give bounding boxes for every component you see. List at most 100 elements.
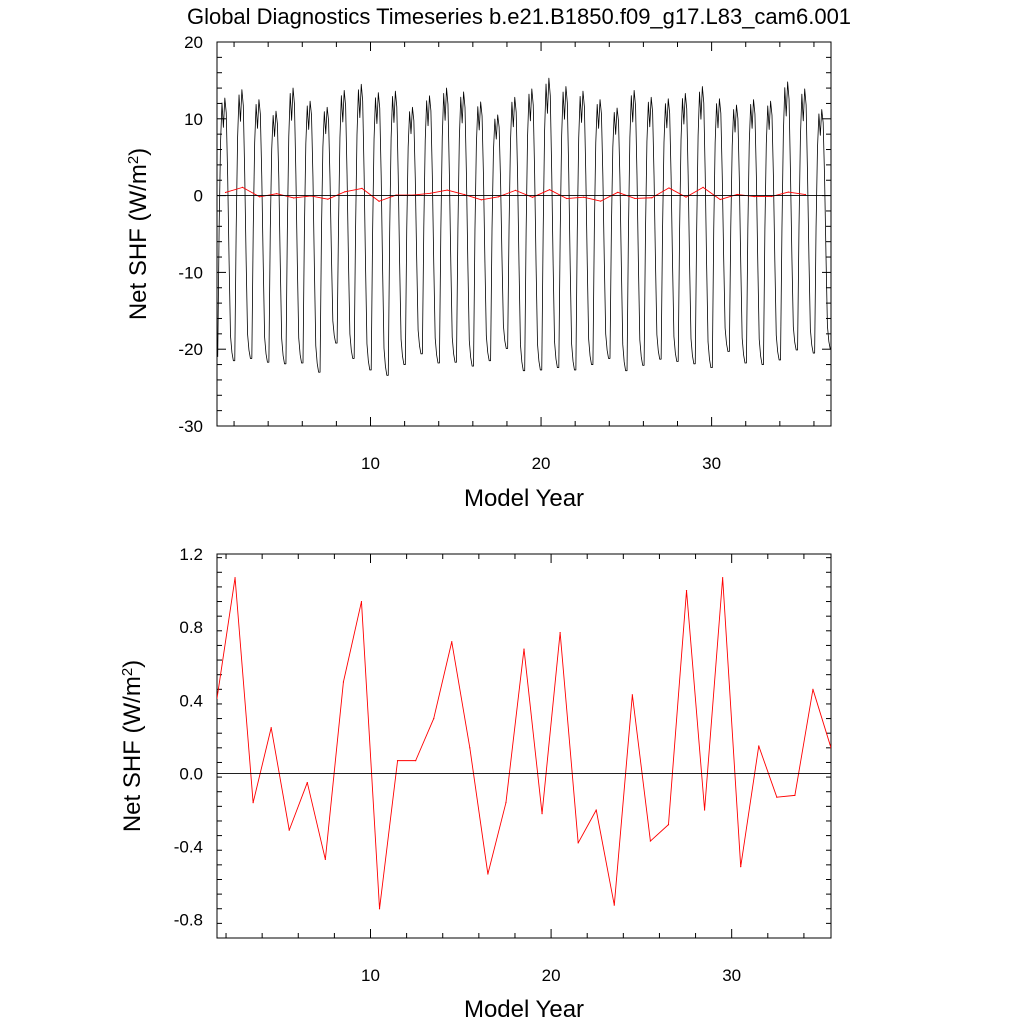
data-point — [649, 840, 652, 842]
data-point — [685, 196, 687, 198]
data-point — [548, 189, 551, 191]
data-point — [429, 192, 431, 194]
y-tick-label: 0.8 — [179, 618, 203, 637]
data-point — [378, 200, 380, 202]
y-axis-label: Net SHF (W/m2) — [125, 148, 153, 320]
data-point — [306, 781, 308, 784]
y-tick-label: 0.0 — [179, 764, 203, 783]
data-point — [736, 193, 738, 196]
data-point — [566, 197, 568, 200]
data-point — [753, 195, 755, 198]
y-tick-label: -0.8 — [174, 911, 203, 930]
series-line-annual — [225, 186, 806, 202]
data-point — [634, 197, 636, 200]
data-point — [667, 824, 670, 826]
data-point — [327, 198, 329, 200]
y-axis-label: Net SHF (W/m2) — [119, 660, 147, 832]
data-point — [523, 648, 525, 650]
data-point — [531, 196, 534, 198]
data-point — [224, 191, 227, 194]
data-point — [702, 186, 704, 188]
data-point — [514, 189, 517, 191]
data-point — [487, 873, 489, 875]
y-tick-label: 0.4 — [179, 691, 203, 710]
x-tick-label: 10 — [361, 966, 380, 985]
data-point — [613, 904, 615, 906]
y-tick-label: -10 — [178, 263, 203, 282]
y-tick-label: -20 — [178, 340, 203, 359]
data-point — [276, 193, 278, 195]
x-tick-label: 20 — [532, 454, 551, 473]
panel-monthly-and-annual: 10 20 30 -30 -20 -10 0 10 20 Model Year Net SHF (W… — [125, 33, 832, 512]
data-point — [446, 189, 448, 191]
data-point — [324, 858, 326, 860]
panel-annual-mean: 10 20 30 -0.8 -0.4 0.0 0.4 0.8 1.2 Model Year Net … — [119, 545, 832, 1023]
y-tick-label: -30 — [178, 417, 203, 436]
chart-title: Global Diagnostics Timeseries b.e21.B185… — [187, 4, 851, 29]
data-point — [270, 727, 272, 729]
data-point — [505, 802, 507, 804]
data-point — [342, 681, 345, 683]
data-point — [830, 747, 831, 749]
x-tick-label: 10 — [361, 454, 380, 473]
data-point — [595, 809, 597, 811]
y-tick-label: 1.2 — [179, 545, 203, 564]
series-line-annual — [217, 577, 831, 910]
data-point — [770, 195, 772, 198]
data-point — [344, 191, 346, 193]
data-point — [776, 796, 778, 798]
data-point — [703, 809, 706, 811]
data-point — [631, 694, 633, 696]
x-tick-label: 20 — [542, 966, 561, 985]
data-point — [668, 187, 670, 189]
data-point — [583, 196, 585, 198]
data-point — [415, 760, 417, 762]
x-tick-label: 30 — [722, 966, 741, 985]
data-point — [812, 688, 814, 690]
series-line-monthly — [217, 77, 831, 376]
plot-area — [217, 577, 831, 910]
data-point — [497, 196, 500, 198]
y-tick-label: 0 — [194, 187, 203, 206]
x-tick-label: 30 — [702, 454, 721, 473]
data-point — [722, 577, 724, 579]
x-axis-label: Model Year — [464, 996, 584, 1023]
data-point — [378, 908, 381, 910]
y-tick-label: 20 — [184, 33, 203, 52]
data-point — [293, 197, 295, 199]
data-point — [617, 191, 619, 193]
data-point — [804, 193, 807, 196]
data-point — [360, 600, 363, 603]
plot-area — [217, 77, 831, 376]
data-point — [463, 193, 465, 196]
data-point — [217, 697, 218, 700]
data-point — [433, 717, 435, 720]
data-point — [685, 589, 688, 592]
x-axis-label: Model Year — [464, 485, 584, 512]
plot-frame — [216, 553, 832, 939]
data-point — [252, 802, 254, 804]
data-point — [361, 187, 363, 189]
data-point — [469, 747, 471, 749]
data-point — [651, 197, 653, 199]
data-point — [288, 829, 290, 831]
y-tick-label: 10 — [184, 110, 203, 129]
data-point — [234, 577, 236, 579]
data-point — [259, 196, 261, 198]
data-point — [740, 866, 742, 868]
data-point — [600, 200, 602, 202]
data-point — [794, 794, 796, 796]
data-point — [577, 842, 579, 844]
data-point — [758, 745, 760, 747]
data-point — [541, 813, 543, 815]
data-point — [480, 199, 482, 201]
data-point — [559, 632, 561, 634]
data-point — [719, 198, 721, 201]
data-point — [451, 641, 453, 643]
plot-frame — [216, 41, 832, 427]
data-point — [396, 760, 399, 762]
y-tick-label: -0.4 — [174, 838, 203, 857]
data-point — [787, 191, 789, 193]
data-point — [241, 186, 244, 188]
